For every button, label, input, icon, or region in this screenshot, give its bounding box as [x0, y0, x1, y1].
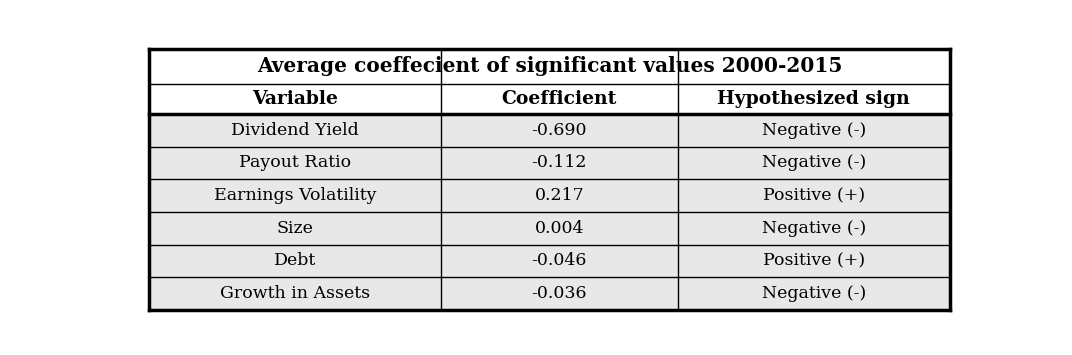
Text: Coefficient: Coefficient: [502, 90, 617, 108]
Bar: [149, 147, 950, 179]
Bar: [149, 49, 950, 84]
Bar: [149, 245, 950, 277]
Text: Debt: Debt: [274, 252, 316, 269]
Text: Dividend Yield: Dividend Yield: [232, 122, 359, 139]
Text: Earnings Volatility: Earnings Volatility: [214, 187, 376, 204]
Text: Payout Ratio: Payout Ratio: [239, 154, 352, 171]
Text: Hypothesized sign: Hypothesized sign: [717, 90, 910, 108]
Bar: [149, 114, 950, 147]
Bar: [149, 84, 950, 114]
Text: Positive (+): Positive (+): [762, 252, 865, 269]
Text: Negative (-): Negative (-): [761, 154, 866, 171]
Text: -0.112: -0.112: [532, 154, 587, 171]
Text: Average coeffecient of significant values 2000-2015: Average coeffecient of significant value…: [256, 56, 843, 76]
Text: 0.217: 0.217: [535, 187, 584, 204]
Text: Positive (+): Positive (+): [762, 187, 865, 204]
Text: Negative (-): Negative (-): [761, 285, 866, 302]
Text: Negative (-): Negative (-): [761, 220, 866, 237]
Text: Growth in Assets: Growth in Assets: [220, 285, 370, 302]
Text: -0.036: -0.036: [532, 285, 587, 302]
Text: -0.046: -0.046: [532, 252, 587, 269]
Text: Variable: Variable: [252, 90, 338, 108]
Bar: [149, 179, 950, 212]
Text: -0.690: -0.690: [532, 122, 587, 139]
Bar: [149, 212, 950, 245]
Text: Negative (-): Negative (-): [761, 122, 866, 139]
Text: Size: Size: [277, 220, 313, 237]
Text: 0.004: 0.004: [535, 220, 584, 237]
Bar: [149, 277, 950, 310]
